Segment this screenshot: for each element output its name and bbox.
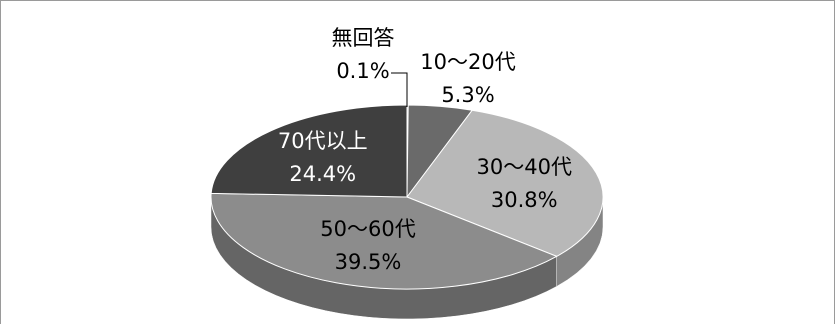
pie-slices <box>210 104 604 290</box>
leader-line-0 <box>391 72 408 107</box>
slice-value-4: 24.4% <box>289 162 356 186</box>
slice-label-0: 無回答 <box>332 26 395 50</box>
slice-label-1: 10〜20代 <box>420 50 515 74</box>
pie-labels: 無回答 0.1% 10〜20代 5.3% 30〜40代 30.8% 50〜60代 39.5% 7… <box>278 26 572 274</box>
slice-value-0: 0.1% <box>336 59 389 83</box>
slice-label-2: 30〜40代 <box>477 155 572 179</box>
pie-slice-2 <box>406 109 604 257</box>
slice-value-1: 5.3% <box>441 83 494 107</box>
slice-label-4: 70代以上 <box>278 129 368 153</box>
pie-slice-3 <box>210 192 558 290</box>
slice-label-3: 50〜60代 <box>320 217 415 241</box>
slice-value-2: 30.8% <box>491 188 558 212</box>
slice-value-3: 39.5% <box>335 250 402 274</box>
pie-slice-4 <box>210 104 408 198</box>
